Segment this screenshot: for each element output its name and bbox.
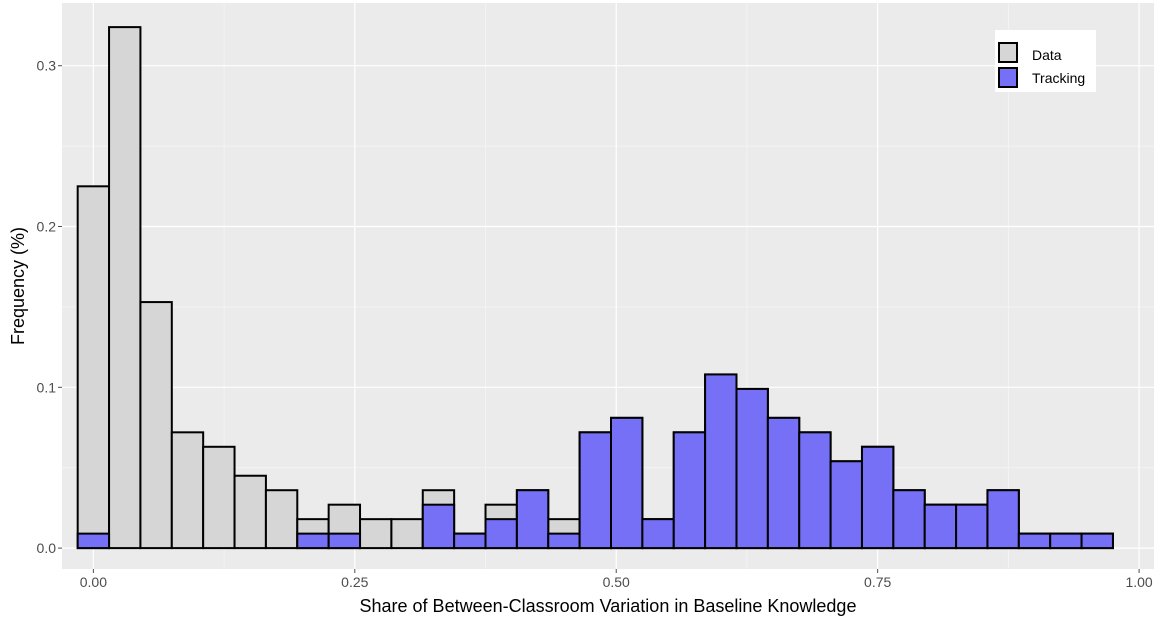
data-bar <box>264 489 299 550</box>
y-tick-label: 0.1 <box>37 379 57 395</box>
tracking-bar <box>766 416 801 550</box>
tracking-bar <box>421 503 456 550</box>
tracking-bar <box>955 503 989 550</box>
grid-minor <box>62 3 1154 569</box>
data-bar <box>359 518 393 550</box>
data-bar <box>170 431 205 550</box>
tracking-bar <box>578 431 613 550</box>
data-bar <box>76 185 111 550</box>
tracking-bar <box>515 489 550 550</box>
legend-swatch-data <box>998 42 1018 63</box>
tracking-bar <box>610 416 644 550</box>
tracking-bar <box>860 445 895 550</box>
tracking-bar <box>453 532 487 550</box>
y-tick-label: 0.3 <box>37 58 57 74</box>
y-tick-label: 0.0 <box>37 540 57 556</box>
y-tick-label: 0.2 <box>37 219 57 235</box>
tracking-bar <box>798 431 832 550</box>
tracking-bar <box>735 387 769 550</box>
tracking-bar <box>1049 532 1083 550</box>
legend-swatch-tracking <box>998 67 1018 88</box>
tracking-bar <box>296 532 330 550</box>
tracking-bar <box>923 503 958 550</box>
data-bar <box>139 301 173 550</box>
tracking-bar <box>641 518 675 550</box>
tracking-bar <box>672 431 707 550</box>
x-tick-label: 0.50 <box>603 574 630 590</box>
legend: Data Tracking <box>995 30 1096 92</box>
x-axis-title: Share of Between-Classroom Variation in … <box>360 596 857 616</box>
tracking-bars <box>76 373 1114 550</box>
tracking-bar <box>829 460 863 550</box>
data-bar <box>390 518 424 550</box>
tracking-bar <box>704 373 738 550</box>
tracking-bar <box>76 532 111 550</box>
tracking-bar <box>327 532 362 550</box>
y-axis-title: Frequency (%) <box>8 227 28 345</box>
data-bar <box>233 474 267 550</box>
tracking-bar <box>547 532 581 550</box>
tracking-bar <box>484 518 518 550</box>
tracking-bar <box>1080 532 1114 550</box>
x-axis: 0.00 0.25 0.50 0.75 1.00 <box>80 569 1153 590</box>
legend-label-tracking: Tracking <box>1032 70 1085 86</box>
x-tick-label: 0.75 <box>864 574 891 590</box>
x-tick-label: 0.00 <box>80 574 107 590</box>
tracking-bar <box>1017 532 1052 550</box>
data-bar <box>202 445 236 550</box>
legend-label-data: Data <box>1032 47 1062 63</box>
tracking-bar <box>986 489 1020 550</box>
data-bar <box>108 26 142 550</box>
tracking-bar <box>892 489 926 550</box>
y-axis: 0.0 0.1 0.2 0.3 <box>37 58 62 556</box>
x-tick-label: 1.00 <box>1125 574 1152 590</box>
x-tick-label: 0.25 <box>341 574 368 590</box>
